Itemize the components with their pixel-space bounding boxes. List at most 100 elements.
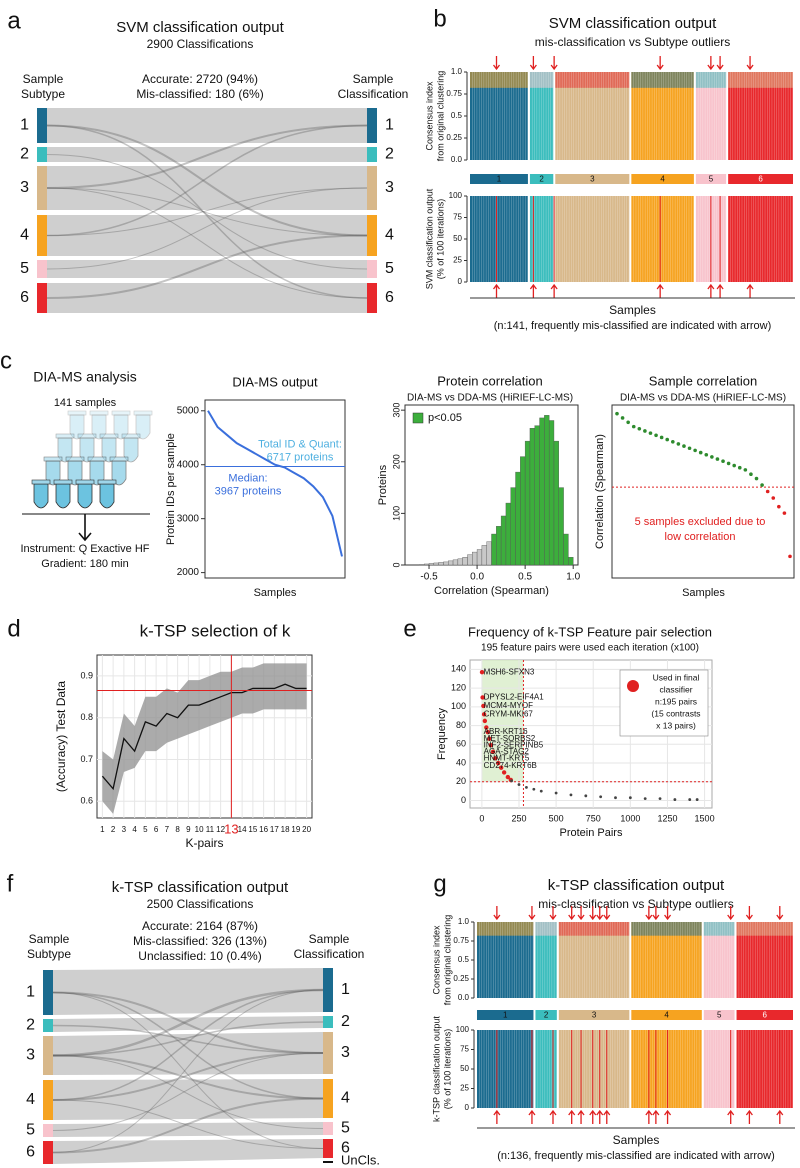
header: Sample — [23, 72, 64, 86]
strip-label: 2 — [539, 175, 544, 184]
y-tick-label: 4000 — [177, 459, 200, 470]
y-tick-label: 0 — [458, 277, 463, 286]
x-tick-label: 19 — [291, 825, 300, 834]
strip-label: 3 — [590, 175, 595, 184]
title: k-TSP selection of k — [140, 621, 291, 640]
hist-bar — [491, 533, 497, 566]
flow — [53, 1139, 323, 1164]
point — [782, 511, 787, 515]
point — [482, 718, 488, 724]
flow — [47, 108, 367, 143]
flow — [47, 147, 367, 162]
point — [615, 411, 619, 416]
tube-cap — [77, 433, 97, 439]
subtype-label: 4 — [20, 227, 29, 244]
subtitle: mis-classification vs Subtype outliers — [535, 35, 730, 49]
subtype-bar — [43, 1036, 53, 1075]
pair-label: MET-SORBS2 — [484, 734, 536, 743]
classification-group — [728, 196, 793, 282]
tube-cap — [43, 456, 63, 462]
class-bar — [367, 108, 377, 143]
point — [737, 465, 742, 470]
point — [673, 798, 677, 801]
y-tick-label: 0.9 — [80, 670, 93, 680]
tube-cap — [31, 479, 51, 485]
x-label: Protein Pairs — [560, 827, 623, 839]
arrow — [589, 1109, 597, 1124]
strip-label: 5 — [717, 1011, 722, 1020]
subtype-label: 1 — [20, 117, 29, 134]
point — [648, 431, 653, 435]
flow-cross — [52, 991, 324, 1100]
arrow — [716, 283, 724, 298]
arrow — [549, 1109, 557, 1124]
strip-label: 2 — [544, 1011, 549, 1020]
hist-bar — [452, 559, 459, 566]
y-tick-label: 0 — [461, 795, 466, 805]
point — [710, 455, 714, 459]
subtype-strip — [470, 174, 528, 184]
arrow — [727, 1109, 735, 1124]
y-tick-label: 0.75 — [446, 89, 462, 98]
arrow — [652, 1109, 660, 1124]
classification-group — [631, 1030, 702, 1108]
hist-bar — [472, 551, 478, 566]
y-tick-label: 20 — [456, 776, 466, 786]
point — [569, 793, 573, 797]
arrow — [596, 1109, 604, 1124]
y-label: (% of 100 iterations) — [442, 1029, 452, 1110]
subtype-label: 2 — [20, 146, 29, 163]
consensus-overlay — [703, 922, 735, 936]
point — [525, 785, 528, 789]
note: low correlation — [665, 531, 736, 543]
x-tick-label: 750 — [586, 813, 601, 823]
arrow — [664, 906, 672, 921]
class-bar — [367, 147, 377, 162]
point — [485, 729, 491, 735]
arrow — [493, 1109, 501, 1124]
x-tick-label: 5 — [143, 825, 148, 834]
pair-label: CD274-KRT6B — [484, 761, 537, 770]
flow — [53, 968, 323, 1015]
class-bar — [323, 1079, 333, 1118]
tube-cap — [97, 479, 117, 485]
flow-cross — [46, 234, 368, 299]
hist-bar — [481, 545, 487, 566]
point — [480, 695, 485, 700]
subtype-label: 5 — [26, 1122, 35, 1139]
subtype-strip — [736, 1010, 793, 1020]
panel-label: f — [7, 870, 14, 897]
hist-bar — [462, 557, 468, 566]
flow — [53, 1016, 323, 1032]
flow-cross — [52, 1024, 324, 1054]
flow-cross — [52, 1055, 324, 1129]
point — [488, 743, 493, 748]
title: SVM classification output — [116, 19, 284, 36]
flow — [47, 260, 367, 278]
y-tick-label: 0.0 — [451, 155, 463, 164]
y-label: (% of 100 iterations) — [435, 199, 445, 280]
y-label: Correlation (Spearman) — [594, 434, 606, 549]
arrow — [589, 906, 597, 921]
note: 5 samples excluded due to — [635, 516, 766, 528]
tube — [91, 414, 107, 440]
arrow — [656, 56, 664, 71]
arrow — [550, 283, 558, 298]
annotation: 6717 proteins — [267, 451, 334, 463]
class-bar — [367, 215, 377, 256]
consensus-group — [529, 72, 554, 160]
hist-bar — [558, 487, 564, 566]
tube-cap — [121, 433, 141, 439]
arrow — [577, 906, 585, 921]
point — [501, 770, 507, 775]
point — [687, 446, 692, 451]
x-tick-label: 0.0 — [470, 572, 484, 583]
arrow — [652, 906, 660, 921]
arrow — [529, 56, 537, 71]
flow — [47, 166, 367, 210]
point — [481, 712, 487, 717]
point — [631, 424, 636, 429]
point — [688, 798, 692, 801]
consensus-overlay — [535, 922, 557, 936]
classification-group — [703, 1030, 735, 1108]
